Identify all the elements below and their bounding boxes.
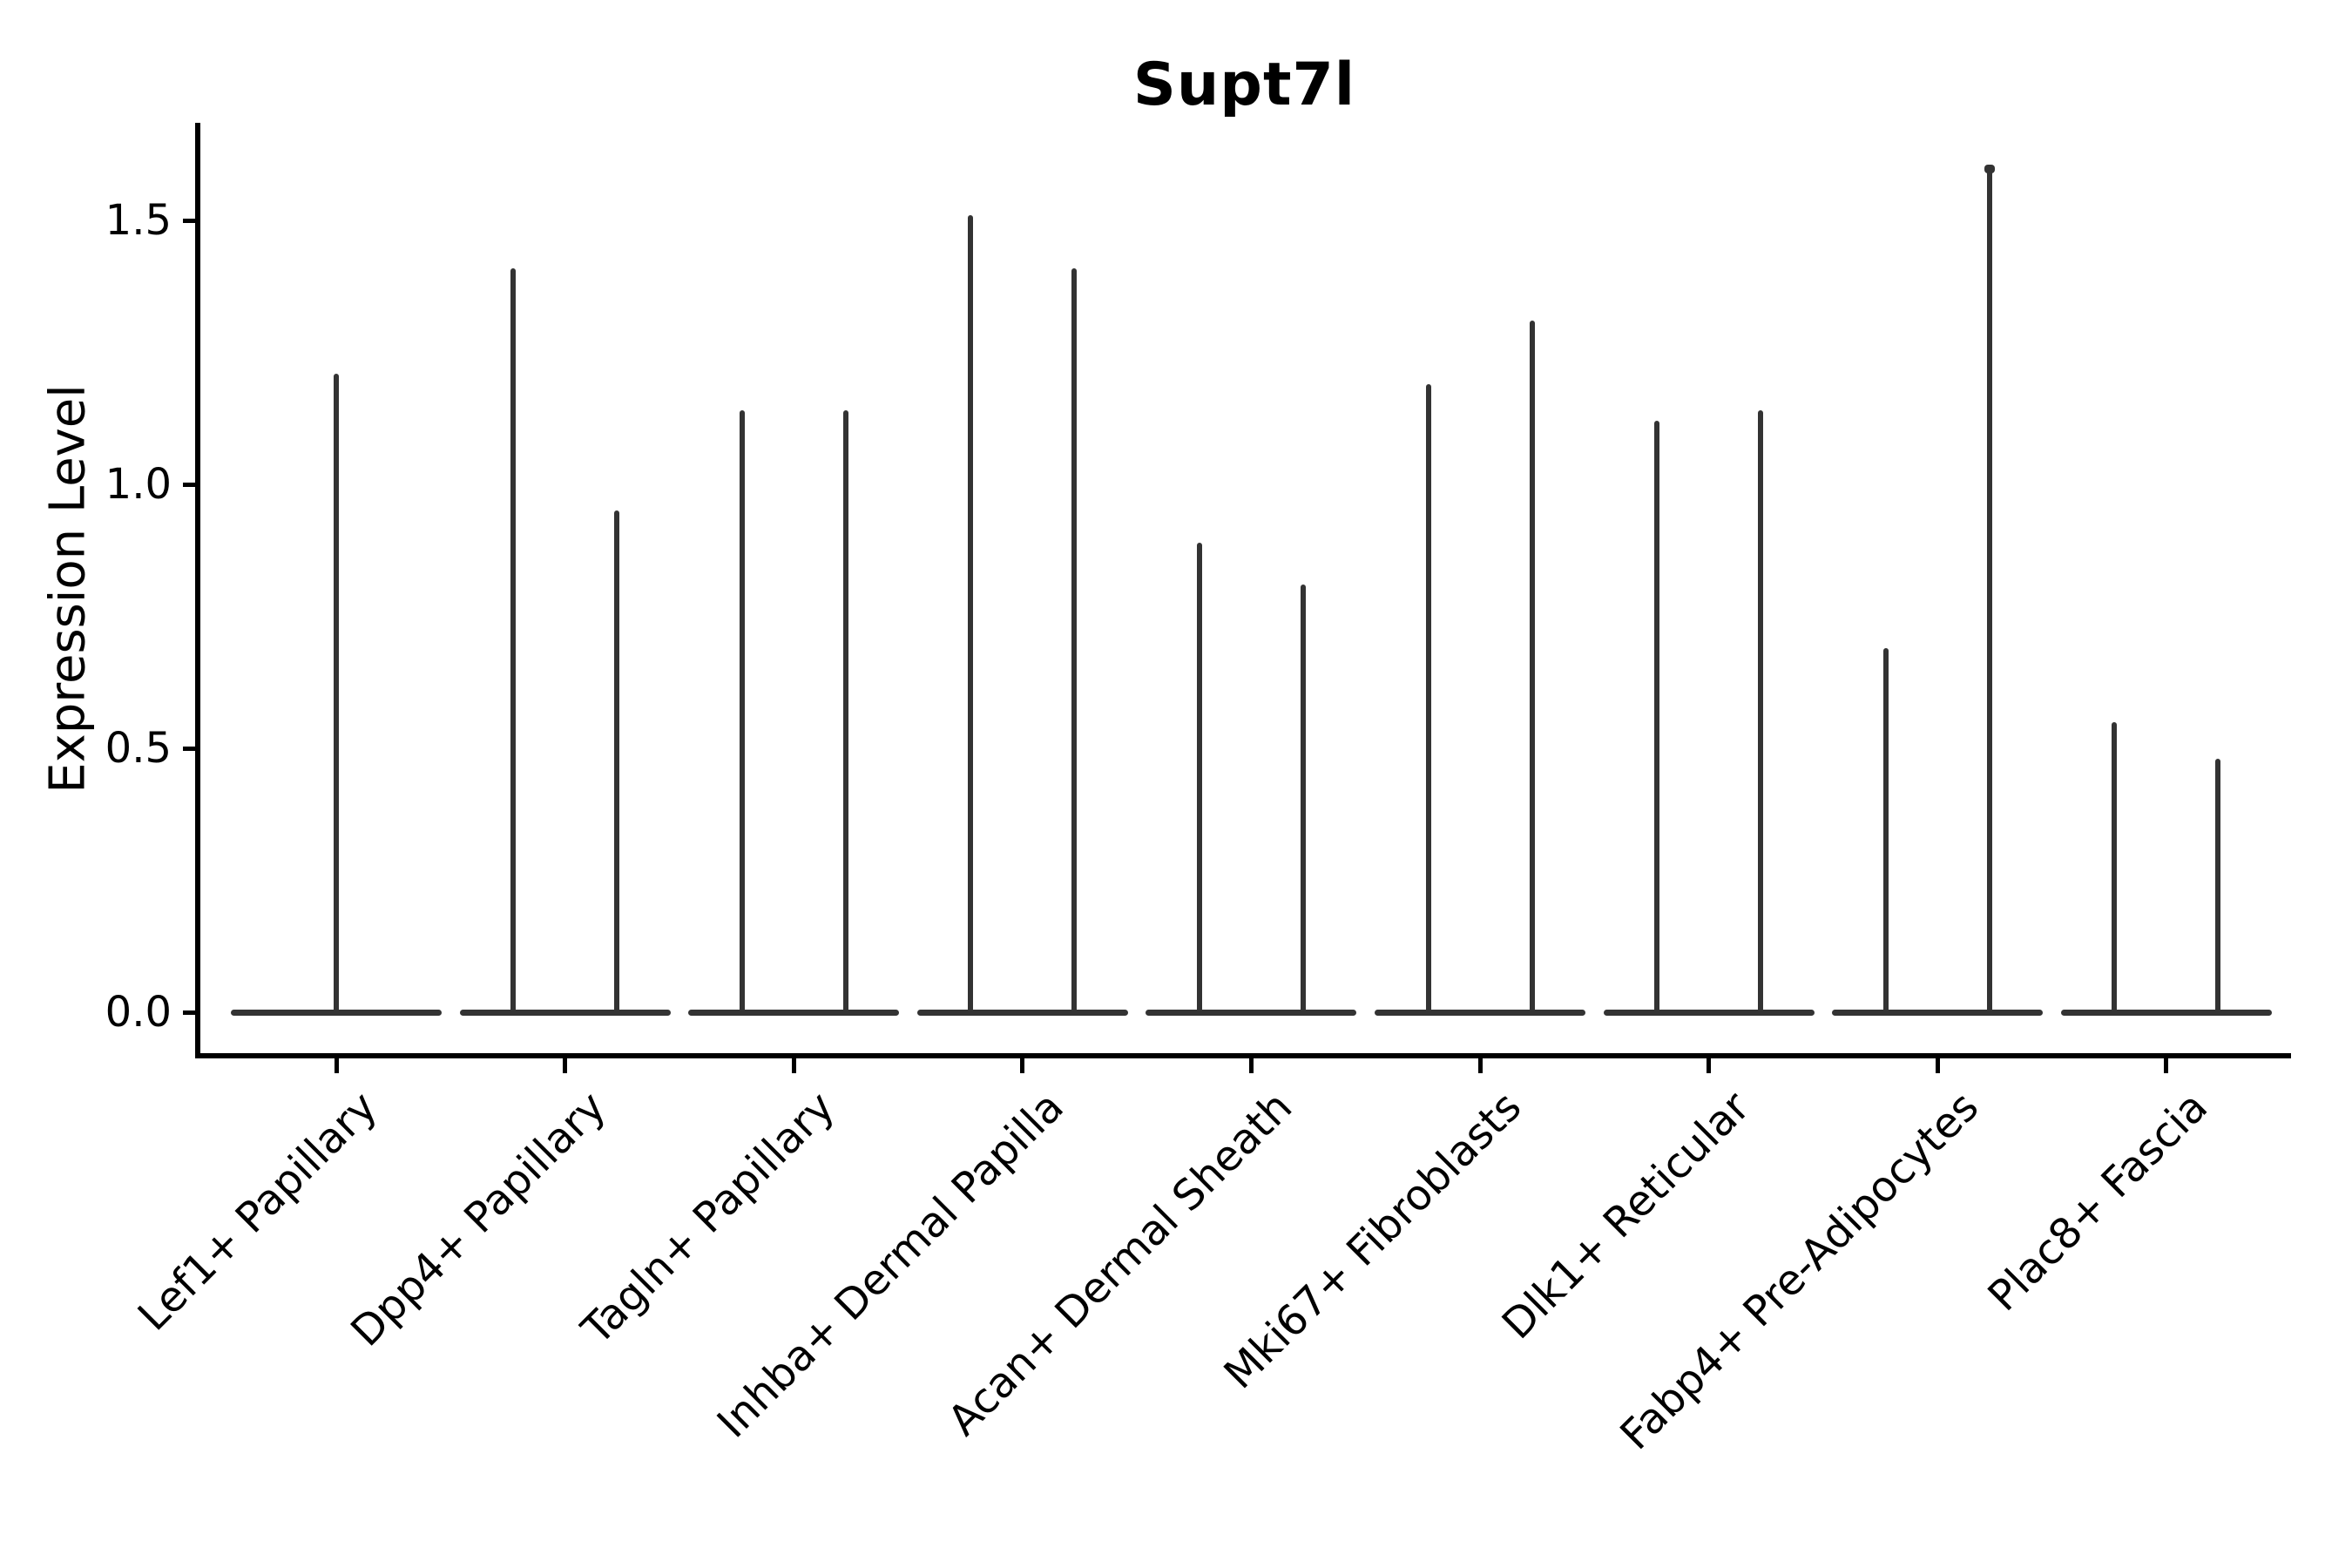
violin-baseline: [1603, 1009, 1815, 1016]
x-tick: [1020, 1058, 1025, 1073]
violin-baseline: [2060, 1009, 2272, 1016]
chart-title: Supt7l: [1132, 51, 1356, 119]
violin-spike: [1300, 585, 1306, 1014]
y-tick: [183, 1010, 195, 1015]
violin-baseline: [1832, 1009, 2044, 1016]
x-tick: [334, 1058, 339, 1073]
x-tick: [1477, 1058, 1483, 1073]
y-tick: [183, 218, 195, 223]
violin-spike: [1425, 383, 1431, 1014]
x-tick: [2164, 1058, 2169, 1073]
y-tick-label: 1.5: [105, 196, 172, 245]
violin-spike: [614, 510, 620, 1014]
violin-spike: [334, 373, 339, 1014]
violin-baseline: [688, 1009, 900, 1016]
violin-spike: [510, 267, 517, 1014]
violin-baseline: [1375, 1009, 1585, 1016]
violin-spike: [968, 214, 974, 1014]
violin-spike: [1196, 542, 1202, 1014]
violin-baseline: [459, 1009, 671, 1016]
x-tick: [1935, 1058, 1940, 1073]
y-tick: [183, 482, 195, 487]
x-tick: [1248, 1058, 1254, 1073]
violin-spike: [1882, 647, 1889, 1014]
x-tick: [791, 1058, 796, 1073]
violin-spike: [1986, 167, 1992, 1014]
x-tick-label: Dpp4+ Papillary: [341, 1082, 616, 1356]
x-tick-label: Tagln+ Papillary: [572, 1082, 845, 1355]
violin-spike: [1758, 410, 1764, 1014]
y-tick-label: 0.0: [105, 988, 172, 1037]
x-tick-label: Dlk1+ Reticular: [1493, 1082, 1760, 1349]
violin-spike: [1071, 267, 1078, 1014]
violin-spike: [1654, 421, 1660, 1014]
x-tick-label: Plac8+ Fascia: [1978, 1082, 2217, 1321]
violin-tip-dot: [1984, 165, 1995, 174]
violin-baseline: [916, 1009, 1128, 1016]
x-axis-spine: [195, 1053, 2291, 1058]
x-tick: [1707, 1058, 1712, 1073]
y-tick: [183, 746, 195, 751]
y-axis-spine: [195, 123, 200, 1058]
violin-spike: [1529, 321, 1535, 1014]
x-tick: [563, 1058, 568, 1073]
violin-spike: [2215, 759, 2221, 1014]
y-tick-label: 0.5: [105, 724, 172, 773]
violin-baseline: [1146, 1009, 1357, 1016]
violin-spike: [842, 410, 848, 1014]
x-tick-label: Lef1+ Papillary: [129, 1082, 388, 1341]
violin-spike: [739, 410, 745, 1014]
y-tick-label: 1.0: [105, 460, 172, 509]
violin-spike: [2112, 721, 2118, 1014]
